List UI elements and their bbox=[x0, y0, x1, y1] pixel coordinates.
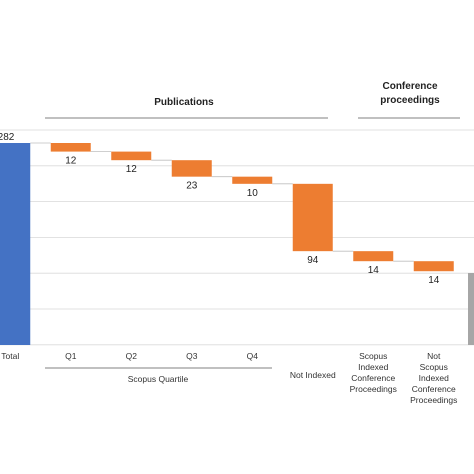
category-label: Not Indexed bbox=[290, 370, 336, 380]
bar-q2 bbox=[111, 151, 152, 161]
data-label: 23 bbox=[186, 181, 198, 192]
data-label: 12 bbox=[65, 156, 77, 167]
data-labels: 282 12 12 23 10 94 14 14 bbox=[0, 132, 440, 286]
category-label: Not Scopus Indexed Conference Proceedings bbox=[410, 351, 457, 405]
bar-total bbox=[0, 143, 31, 345]
bar-not-indexed bbox=[292, 183, 333, 252]
data-label: 282 bbox=[0, 132, 15, 143]
connectors bbox=[30, 142, 414, 262]
data-label: 94 bbox=[307, 255, 319, 266]
data-label: 14 bbox=[368, 265, 380, 276]
gridlines bbox=[0, 129, 474, 346]
bar-q1 bbox=[50, 143, 91, 152]
bar-scopus-indexed-conference-proceedings bbox=[353, 251, 394, 262]
bars bbox=[0, 143, 454, 345]
category-labels: Total Q1 Q2 Q3 Q4 Not Indexed Scopus Indexed Con… bbox=[1, 351, 457, 405]
data-label: 10 bbox=[247, 188, 259, 199]
conference-group-title: Conference proceedings bbox=[380, 81, 440, 106]
category-label: Total bbox=[1, 351, 19, 361]
publications-group-title: Publications bbox=[154, 97, 214, 108]
category-label: Q4 bbox=[247, 351, 259, 361]
category-label: Q3 bbox=[186, 351, 198, 361]
category-label: Q1 bbox=[65, 351, 77, 361]
category-label: Scopus Indexed Conference Proceedings bbox=[350, 351, 397, 394]
bar-not-scopus-indexed-conference-proceedings bbox=[413, 261, 454, 272]
partial-bar-right-edge bbox=[468, 273, 474, 345]
data-label: 12 bbox=[126, 164, 138, 175]
group-lines bbox=[45, 117, 460, 369]
category-label: Q2 bbox=[126, 351, 138, 361]
data-label: 14 bbox=[428, 275, 440, 286]
bar-q4 bbox=[232, 176, 273, 184]
quartile-group-title: Scopus Quartile bbox=[128, 374, 189, 384]
bar-q3 bbox=[171, 160, 212, 177]
